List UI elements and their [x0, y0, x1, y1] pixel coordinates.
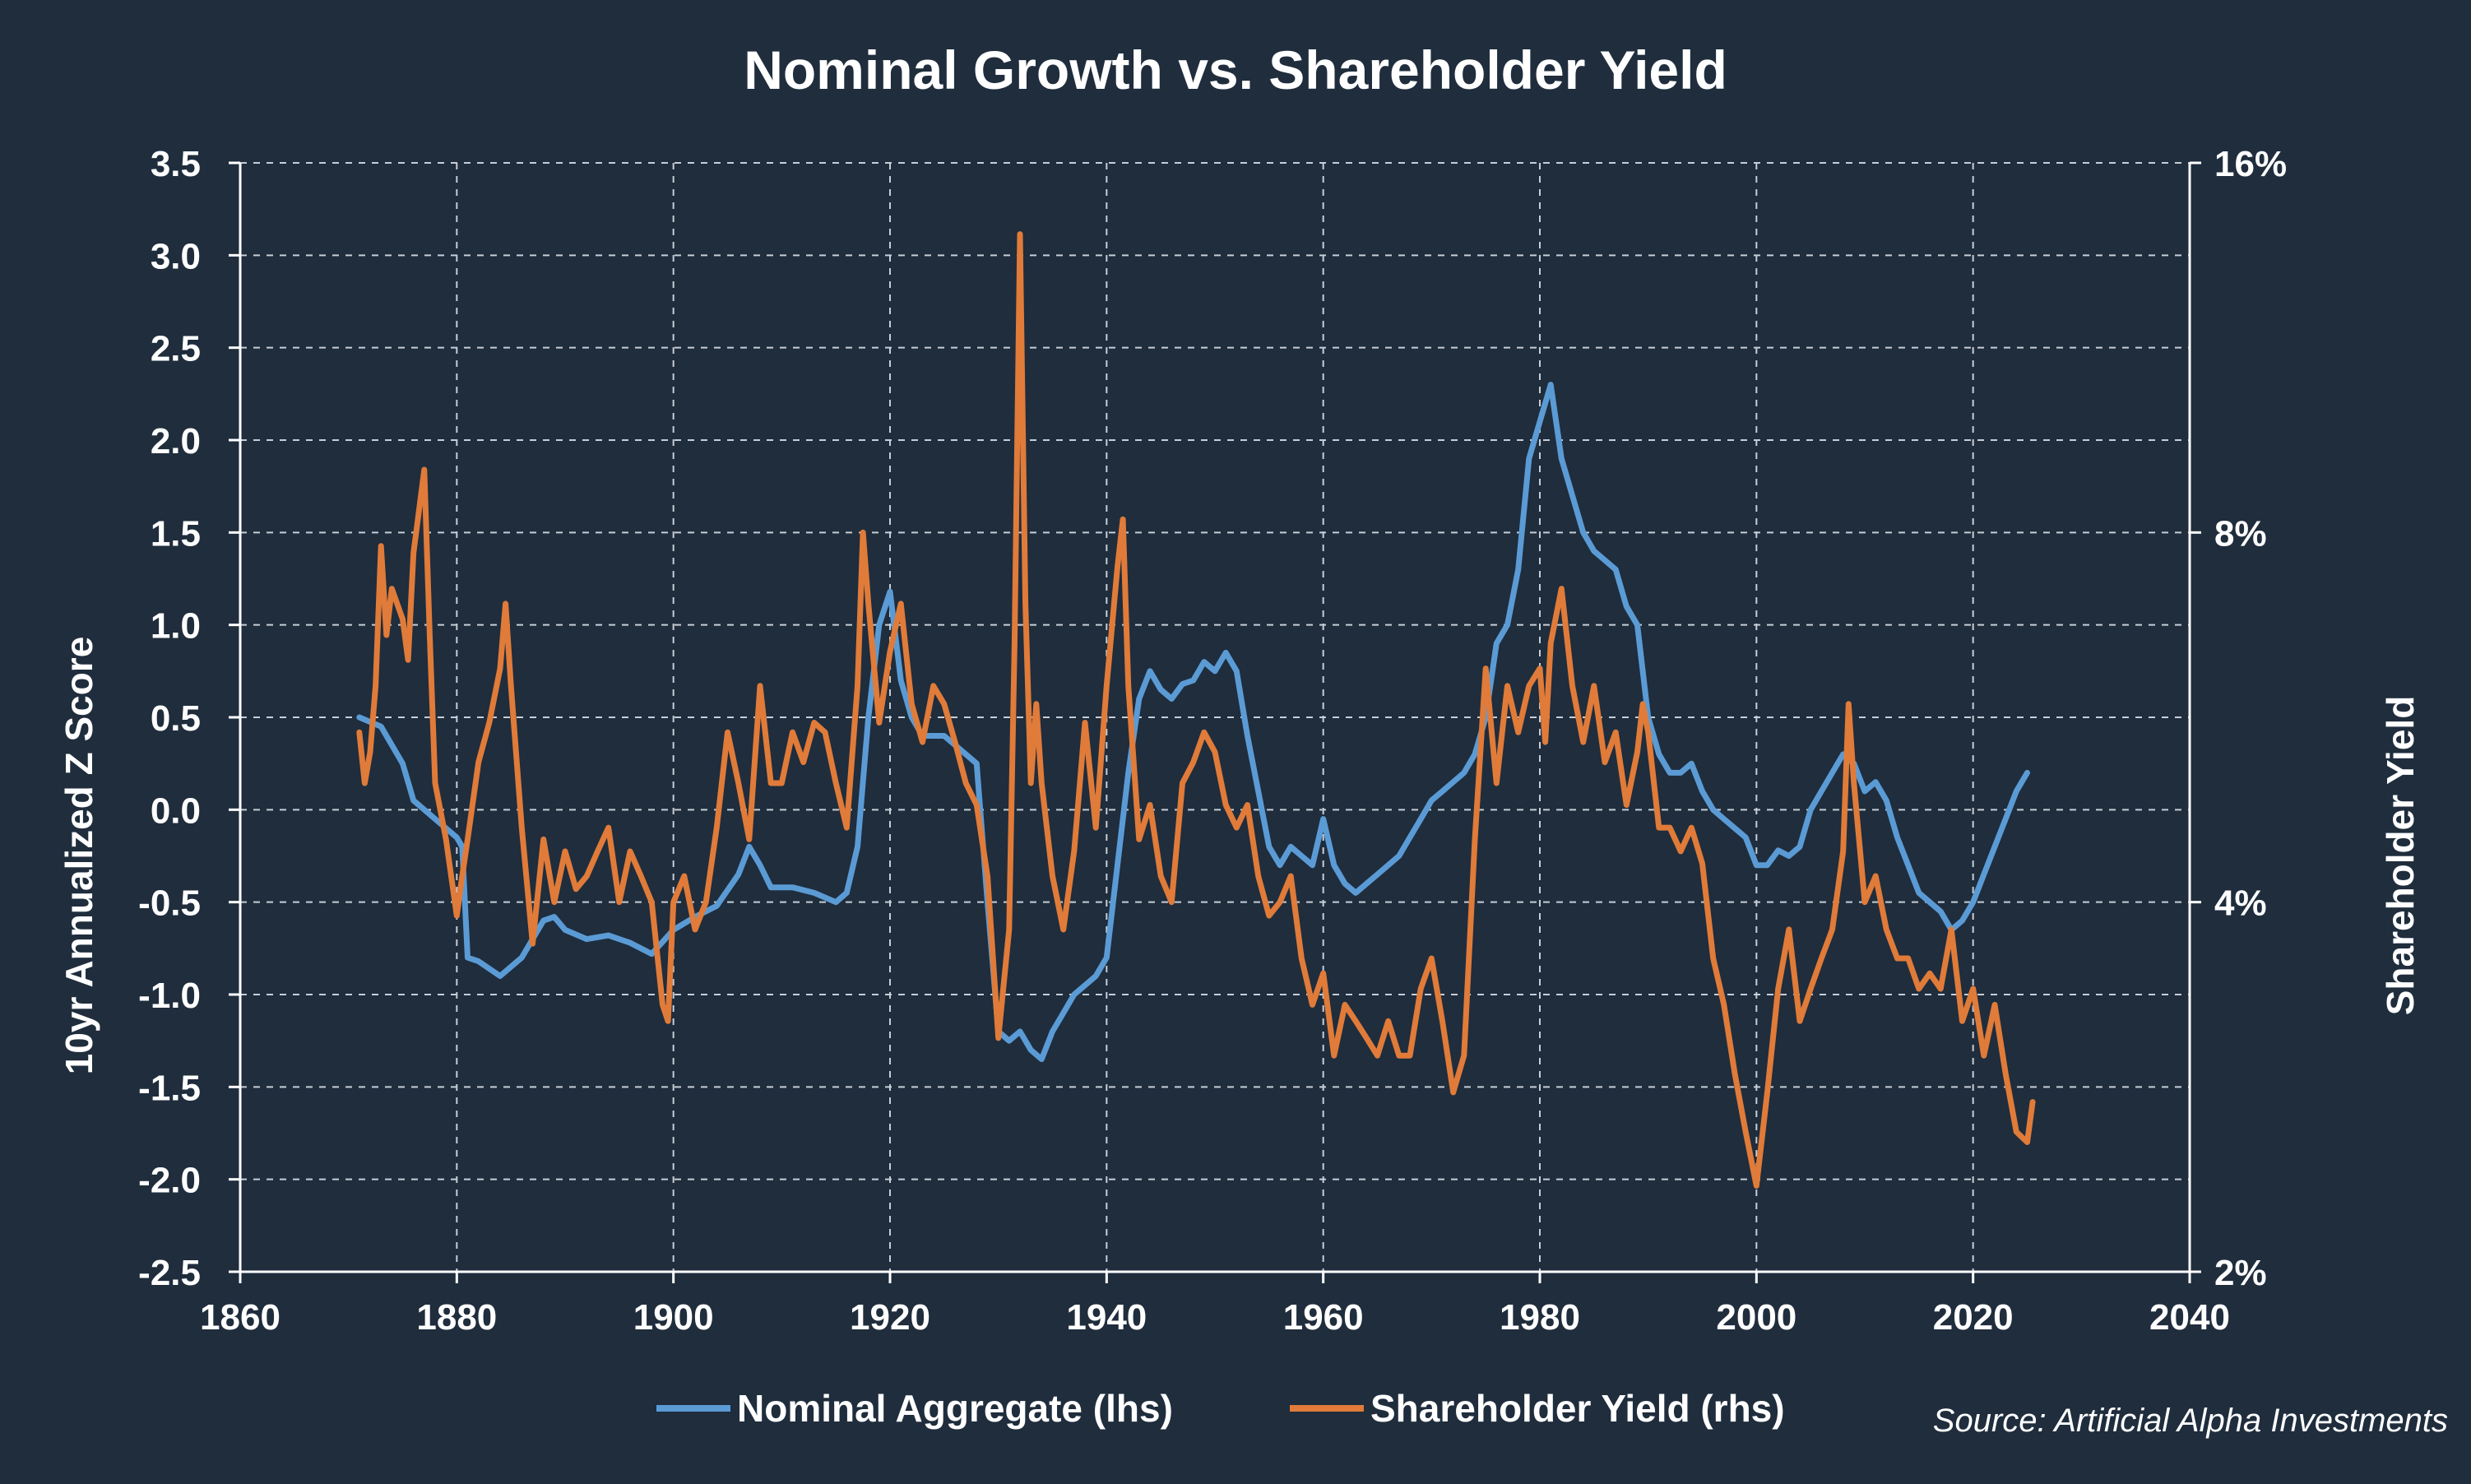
legend-label: Shareholder Yield (rhs): [1370, 1387, 1785, 1430]
y-axis-ticks: 3.5 3.0 2.5 2.0 1.5 1.0 0.5 0.0 -0.5 -1.0 -1.5 -2.0…: [138, 144, 240, 1293]
y-tick-label: -0.5: [138, 883, 201, 924]
series-line-nominal-aggregate: [356, 382, 2030, 1063]
y-tick-label: 1.0: [151, 606, 201, 647]
y-tick-label: 0.0: [151, 791, 201, 831]
y2-tick-label: 4%: [2214, 883, 2267, 924]
y-tick-label: 2.0: [151, 421, 201, 461]
x-tick-label: 1920: [850, 1297, 930, 1338]
y-tick-label: 0.5: [151, 698, 201, 739]
x-tick-label: 1940: [1066, 1297, 1147, 1338]
y2-tick-label: 16%: [2214, 144, 2287, 184]
y-tick-label: -1.5: [138, 1068, 201, 1108]
source-note: Source: Artificial Alpha Investments: [1933, 1403, 2448, 1439]
legend-label: Nominal Aggregate (lhs): [737, 1387, 1173, 1430]
x-tick-label: 1960: [1283, 1297, 1364, 1338]
x-tick-label: 1880: [416, 1297, 497, 1338]
x-tick-label: 2000: [1716, 1297, 1796, 1338]
y-tick-label: -2.0: [138, 1161, 201, 1201]
y2-axis-label: Shareholder Yield: [2379, 696, 2422, 1016]
y-tick-label: 3.5: [151, 144, 201, 184]
y-tick-label: -1.0: [138, 976, 201, 1016]
series-line-shareholder-yield: [356, 231, 2036, 1189]
x-tick-label: 1980: [1500, 1297, 1580, 1338]
y-tick-label: 3.0: [151, 236, 201, 276]
legend: Nominal Aggregate (lhs) Shareholder Yield…: [656, 1387, 1785, 1430]
x-axis-ticks: 1860 1880 1900 1920 1940 1960 1980 2000 2020 2040: [200, 1272, 2230, 1338]
y2-axis-ticks: 16% 8% 4% 2%: [2190, 144, 2287, 1293]
y2-tick-label: 2%: [2214, 1253, 2267, 1293]
y-axis-label: 10yr Annualized Z Score: [58, 637, 100, 1075]
x-tick-label: 1900: [633, 1297, 714, 1338]
y-tick-label: 1.5: [151, 513, 201, 554]
y-tick-label: 2.5: [151, 329, 201, 369]
series-group: [356, 231, 2036, 1189]
x-tick-label: 1860: [200, 1297, 280, 1338]
chart-title: Nominal Growth vs. Shareholder Yield: [744, 39, 1727, 100]
y-tick-label: -2.5: [138, 1253, 201, 1293]
y2-tick-label: 8%: [2214, 513, 2267, 554]
x-tick-label: 2020: [1933, 1297, 2014, 1338]
x-tick-label: 2040: [2149, 1297, 2230, 1338]
